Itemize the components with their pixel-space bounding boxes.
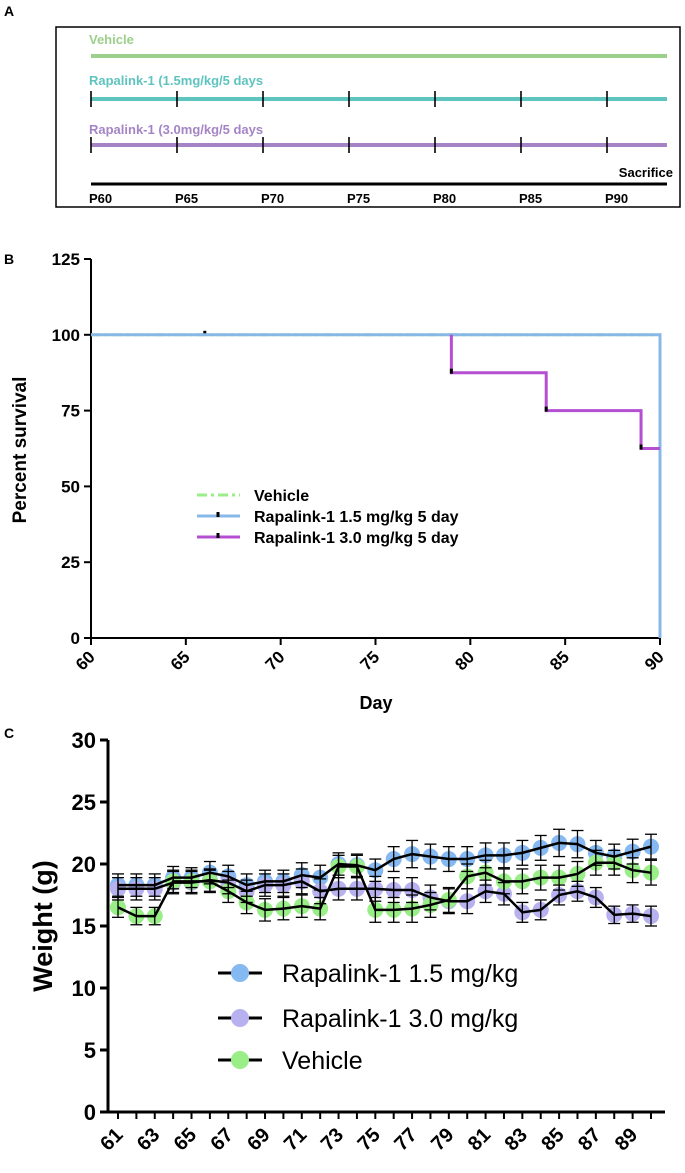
weight-legend-label: Vehicle	[282, 1047, 363, 1075]
survival-axes: 0 25 50 75 100 125 60 65 70 75 80 85 90	[52, 250, 668, 674]
weight-ylabel: Weight (g)	[28, 860, 58, 991]
survival-series	[91, 330, 662, 638]
survival-ylabel: Percent survival	[10, 377, 31, 524]
weight-legend-marker	[231, 1009, 249, 1027]
weight-x-tick-label: 75	[354, 1124, 385, 1155]
weight-x-tick-label: 65	[170, 1124, 201, 1155]
survival-x-tick-label: 70	[262, 647, 289, 674]
panel-a-letter: A	[4, 3, 14, 19]
timeline-day-label: P85	[519, 191, 542, 206]
survival-x-tick-label: 85	[546, 647, 573, 674]
panel-a-frame	[55, 26, 681, 208]
survival-x-tick-label: 80	[451, 647, 478, 674]
weight-chart: 0 5 10 15 20 25 30 61 63 65 67 69 71 73 75 77 79 81 83 85 87…	[28, 728, 665, 1155]
survival-legend: Vehicle Rapalink-1 1.5 mg/kg 5 day Rapalin…	[197, 488, 459, 547]
weight-y-tick-label: 30	[72, 728, 96, 753]
survival-x-tick-label: 90	[641, 647, 668, 674]
timeline-day-label: P75	[347, 191, 370, 206]
survival-x-tick-label: 65	[167, 647, 194, 674]
weight-legend: Rapalink-1 1.5 mg/kg Rapalink-1 3.0 mg/kg…	[218, 960, 518, 1075]
weight-series	[110, 828, 659, 927]
weight-x-tick-label: 67	[207, 1124, 238, 1155]
survival-y-tick-label: 100	[52, 326, 80, 345]
survival-curve	[91, 333, 662, 638]
regimen-label: Rapalink-1 (1.5mg/kg/5 days	[89, 73, 263, 88]
timeline-day-label: P60	[89, 191, 112, 206]
weight-x-tick-label: 79	[427, 1124, 458, 1155]
timeline-day-label: P80	[433, 191, 456, 206]
weight-x-tick-label: 61	[96, 1124, 127, 1155]
survival-legend-label: Rapalink-1 1.5 mg/kg 5 day	[254, 509, 459, 526]
weight-y-tick-label: 0	[84, 1100, 96, 1125]
survival-y-tick-label: 25	[61, 553, 80, 572]
panel-a-timeline: Vehicle Rapalink-1 (1.5mg/kg/5 days Rapali…	[89, 32, 673, 206]
weight-x-tick-label: 81	[464, 1124, 495, 1155]
sacrifice-label: Sacrifice	[619, 165, 673, 180]
weight-x-tick-label: 69	[243, 1124, 274, 1155]
weight-legend-label: Rapalink-1 1.5 mg/kg	[282, 960, 518, 988]
survival-y-tick-label: 75	[61, 402, 80, 421]
weight-y-tick-label: 15	[72, 914, 96, 939]
weight-y-tick-label: 5	[84, 1038, 96, 1063]
weight-x-tick-label: 73	[317, 1124, 348, 1155]
timeline-day-label: P70	[261, 191, 284, 206]
survival-chart: 0 25 50 75 100 125 60 65 70 75 80 85 90 Vehicle Rapal…	[10, 250, 668, 713]
weight-x-tick-label: 77	[390, 1124, 421, 1155]
weight-axes: 0 5 10 15 20 25 30 61 63 65 67 69 71 73 75 77 79 81 83 85 87…	[72, 728, 665, 1155]
survival-x-tick-label: 60	[72, 647, 99, 674]
weight-y-tick-label: 25	[72, 790, 96, 815]
weight-legend-marker	[231, 964, 249, 982]
weight-legend-marker	[231, 1051, 249, 1069]
regimen-label: Rapalink-1 (3.0mg/kg/5 days	[89, 122, 263, 137]
weight-y-tick-label: 10	[72, 976, 96, 1001]
panel-c-letter: C	[4, 725, 14, 741]
weight-series-line	[117, 861, 652, 918]
survival-x-tick-label: 75	[357, 647, 384, 674]
survival-legend-label: Rapalink-1 3.0 mg/kg 5 day	[254, 530, 459, 547]
timeline-day-label: P65	[175, 191, 198, 206]
survival-y-tick-label: 50	[61, 477, 80, 496]
weight-x-tick-label: 63	[133, 1124, 164, 1155]
survival-curve	[91, 333, 662, 638]
weight-x-tick-label: 87	[574, 1124, 605, 1155]
survival-y-tick-label: 0	[71, 629, 80, 648]
weight-legend-label: Rapalink-1 3.0 mg/kg	[282, 1005, 518, 1033]
survival-xlabel: Day	[359, 693, 392, 713]
survival-curve	[449, 334, 660, 450]
regimen-label: Vehicle	[89, 32, 134, 47]
weight-series-line	[118, 841, 652, 887]
survival-y-tick-label: 125	[52, 250, 80, 269]
panel-b-letter: B	[4, 251, 14, 267]
weight-x-tick-label: 85	[537, 1124, 568, 1155]
timeline-day-label: P90	[605, 191, 628, 206]
survival-legend-label: Vehicle	[254, 488, 309, 505]
weight-x-tick-label: 89	[611, 1124, 642, 1155]
weight-x-tick-label: 83	[501, 1124, 532, 1155]
weight-y-tick-label: 20	[72, 852, 96, 877]
weight-x-tick-label: 71	[280, 1124, 311, 1155]
